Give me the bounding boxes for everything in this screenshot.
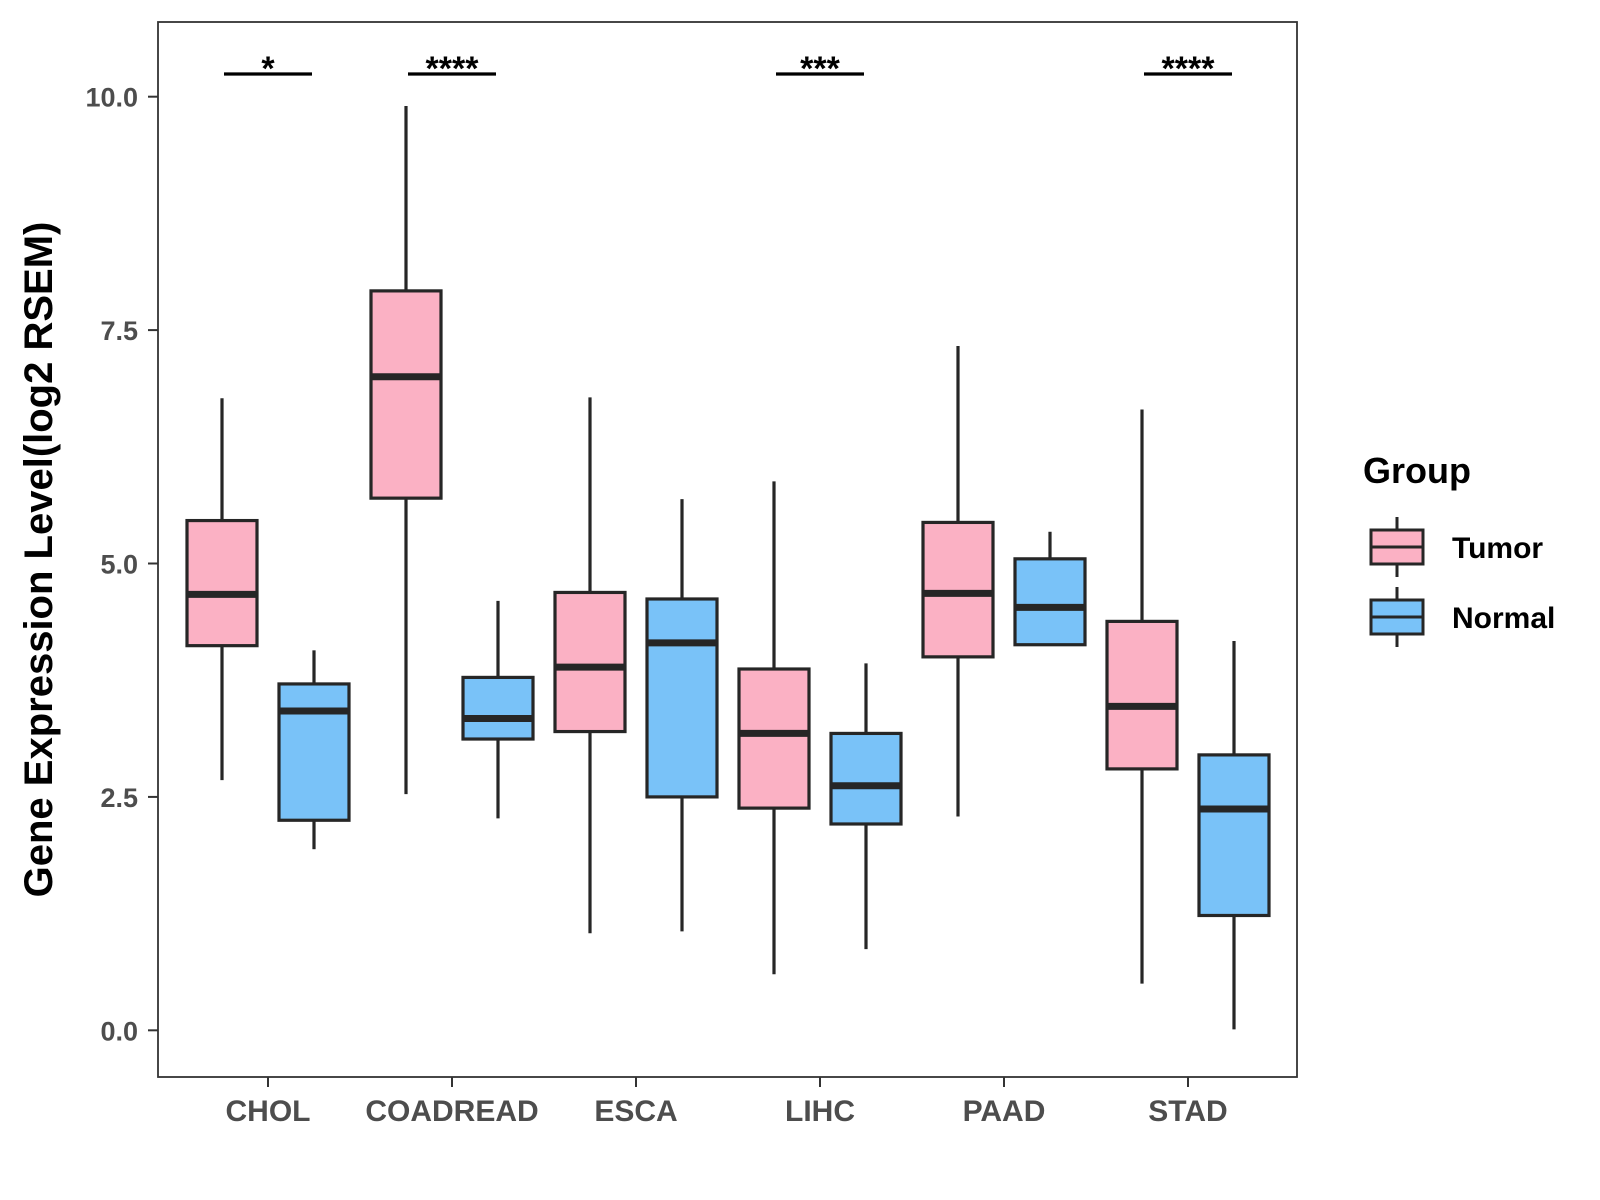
box-chol-normal (277, 650, 351, 850)
box-body (553, 590, 627, 734)
box-body (185, 518, 259, 648)
significance-label-lihc: *** (800, 50, 840, 88)
legend-label-normal: Normal (1452, 602, 1555, 635)
legend: Group Tumor Normal (1363, 450, 1555, 647)
significance-layer: * **** *** **** (224, 50, 1232, 88)
x-tick-label-stad: STAD (1148, 1095, 1227, 1128)
box-body (645, 597, 719, 799)
box-body (277, 682, 351, 822)
box-paad-tumor (921, 345, 995, 817)
x-tick-label-esca: ESCA (594, 1095, 677, 1128)
x-tick-label-paad: PAAD (963, 1095, 1046, 1128)
y-tick-label: 10.0 (85, 83, 138, 113)
box-body (1197, 753, 1271, 918)
box-stad-tumor (1105, 409, 1179, 984)
box-esca-tumor (553, 397, 627, 934)
box-body (921, 520, 995, 659)
y-axis-title: Gene Expression Level(log2 RSEM) (17, 222, 61, 898)
box-coadread-tumor (369, 106, 443, 795)
box-body (461, 675, 535, 741)
box-paad-normal (1013, 531, 1087, 647)
significance-label-stad: **** (1162, 50, 1216, 88)
legend-label-tumor: Tumor (1452, 532, 1543, 565)
x-tick-label-chol: CHOL (226, 1095, 311, 1128)
axes-layer: 0.0 2.5 5.0 7.5 10.0 CHOL COADREAD ESCA LIHC PAAD… (17, 21, 1298, 1128)
legend-title: Group (1363, 450, 1471, 491)
box-body (829, 731, 903, 826)
box-body (1013, 557, 1087, 647)
box-coadread-normal (461, 600, 535, 819)
y-tick-label: 7.5 (100, 316, 138, 346)
y-tick-label: 0.0 (100, 1016, 138, 1046)
box-body (1105, 619, 1179, 771)
box-stad-normal (1197, 640, 1271, 1030)
x-tick-label-coadread: COADREAD (365, 1095, 538, 1128)
box-lihc-tumor (737, 481, 811, 975)
plot-panel-border (157, 21, 1298, 1078)
box-body (737, 667, 811, 810)
legend-item-normal: Normal (1369, 587, 1555, 647)
y-tick-label: 5.0 (100, 550, 138, 580)
significance-label-coadread: **** (426, 50, 480, 88)
box-lihc-normal (829, 663, 903, 950)
box-esca-normal (645, 499, 719, 932)
box-chol-tumor (185, 398, 259, 781)
y-tick-label: 2.5 (100, 783, 138, 813)
legend-item-tumor: Tumor (1369, 517, 1543, 577)
boxes-layer (185, 106, 1271, 1030)
significance-label-chol: * (261, 50, 275, 88)
box-body (369, 289, 443, 500)
x-tick-label-lihc: LIHC (785, 1095, 855, 1128)
